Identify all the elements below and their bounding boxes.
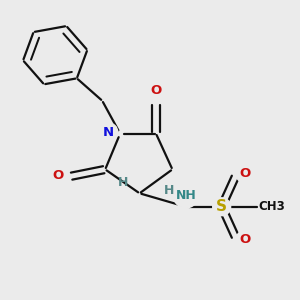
Text: N: N — [103, 126, 114, 139]
Circle shape — [236, 165, 254, 183]
Text: O: O — [53, 169, 64, 182]
Circle shape — [213, 198, 231, 216]
Text: H: H — [118, 176, 128, 189]
Circle shape — [236, 231, 254, 248]
Circle shape — [100, 123, 118, 141]
Text: NH: NH — [176, 189, 196, 202]
Circle shape — [173, 183, 198, 208]
Circle shape — [50, 167, 67, 184]
Text: S: S — [216, 199, 227, 214]
Text: O: O — [239, 233, 250, 246]
Circle shape — [259, 194, 284, 219]
Circle shape — [147, 81, 165, 99]
Text: H: H — [164, 184, 175, 197]
Text: O: O — [239, 167, 250, 180]
Text: O: O — [150, 84, 162, 97]
Text: CH3: CH3 — [259, 200, 285, 213]
